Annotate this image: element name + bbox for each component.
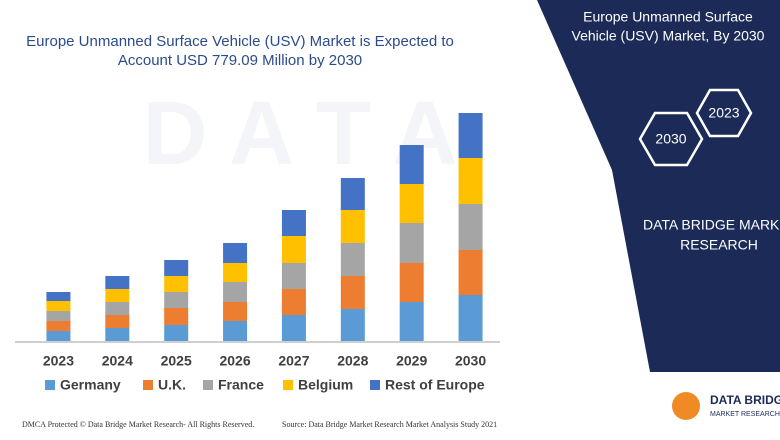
bar-segment xyxy=(458,113,483,158)
bar-segment xyxy=(223,243,248,263)
bar-segment xyxy=(46,292,71,301)
bar-segment xyxy=(340,276,365,309)
logo-text: DATA BRIDGE xyxy=(710,393,780,407)
x-tick-label: 2025 xyxy=(161,353,192,369)
footer-text: DMCA Protected © Data Bridge Market Rese… xyxy=(22,420,254,429)
bar-segment xyxy=(223,302,248,321)
bar-segment xyxy=(399,263,424,302)
bar-segment xyxy=(340,178,365,210)
bar-segment xyxy=(340,210,365,243)
legend-label: Belgium xyxy=(298,377,353,393)
legend-label: France xyxy=(218,377,264,393)
bar-segment xyxy=(458,295,483,341)
x-tick-label: 2026 xyxy=(219,353,250,369)
bar-segment xyxy=(281,263,306,289)
hexagon-label: 2030 xyxy=(655,131,686,147)
legend-swatch xyxy=(203,380,213,390)
bar-segment xyxy=(281,289,306,315)
bar-segment xyxy=(458,204,483,250)
bar-segment xyxy=(46,301,71,311)
hexagon xyxy=(695,88,753,138)
panel-brand: DATA BRIDGE MARKET xyxy=(643,217,780,233)
legend-swatch xyxy=(283,380,293,390)
panel-brand: RESEARCH xyxy=(680,237,758,253)
x-tick-label: 2030 xyxy=(455,353,486,369)
chart-title: Account USD 779.09 Million by 2030 xyxy=(118,52,362,69)
bar-segment xyxy=(46,311,71,321)
bar-segment xyxy=(46,321,71,331)
bar-segment xyxy=(399,184,424,223)
bar-segment xyxy=(458,250,483,295)
bar-segment xyxy=(223,321,248,341)
bar-segment xyxy=(281,315,306,341)
bar-segment xyxy=(223,263,248,282)
legend-swatch xyxy=(370,380,380,390)
bar-segment xyxy=(399,223,424,263)
x-tick-label: 2029 xyxy=(396,353,427,369)
panel-title: Europe Unmanned Surface xyxy=(583,9,753,25)
hexagon xyxy=(638,111,704,167)
legend-label: U.K. xyxy=(158,377,186,393)
bar-segment xyxy=(281,210,306,236)
bar-segment xyxy=(399,145,424,184)
legend-swatch xyxy=(45,380,55,390)
legend-swatch xyxy=(143,380,153,390)
footer-text: Source: Data Bridge Market Research Mark… xyxy=(282,420,497,429)
bar-segment xyxy=(399,302,424,341)
bar-segment xyxy=(164,308,189,325)
chart-title: Europe Unmanned Surface Vehicle (USV) Ma… xyxy=(26,33,454,50)
bar-segment xyxy=(105,302,130,315)
bar-segment xyxy=(105,276,130,289)
logo-text: MARKET RESEARCH xyxy=(710,411,780,418)
hexagon-label: 2023 xyxy=(708,105,739,121)
legend-label: Germany xyxy=(60,377,121,393)
bar-segment xyxy=(105,328,130,341)
panel-title: Vehicle (USV) Market, By 2030 xyxy=(572,28,765,44)
x-tick-label: 2027 xyxy=(278,353,309,369)
bar-segment xyxy=(164,260,189,276)
bar-segment xyxy=(164,325,189,341)
bar-segment xyxy=(164,292,189,308)
logo-mark xyxy=(672,392,700,420)
bar-segment xyxy=(223,282,248,302)
legend-label: Rest of Europe xyxy=(385,377,485,393)
side-panel xyxy=(537,0,780,372)
x-tick-label: 2028 xyxy=(337,353,368,369)
bar-segment xyxy=(105,289,130,302)
bar-segment xyxy=(46,331,71,341)
bar-segment xyxy=(164,276,189,292)
bar-segment xyxy=(458,158,483,204)
x-tick-label: 2023 xyxy=(43,353,74,369)
bar-segment xyxy=(105,315,130,328)
bar-segment xyxy=(340,243,365,276)
bar-segment xyxy=(281,236,306,263)
x-tick-label: 2024 xyxy=(102,353,133,369)
bar-segment xyxy=(340,309,365,341)
